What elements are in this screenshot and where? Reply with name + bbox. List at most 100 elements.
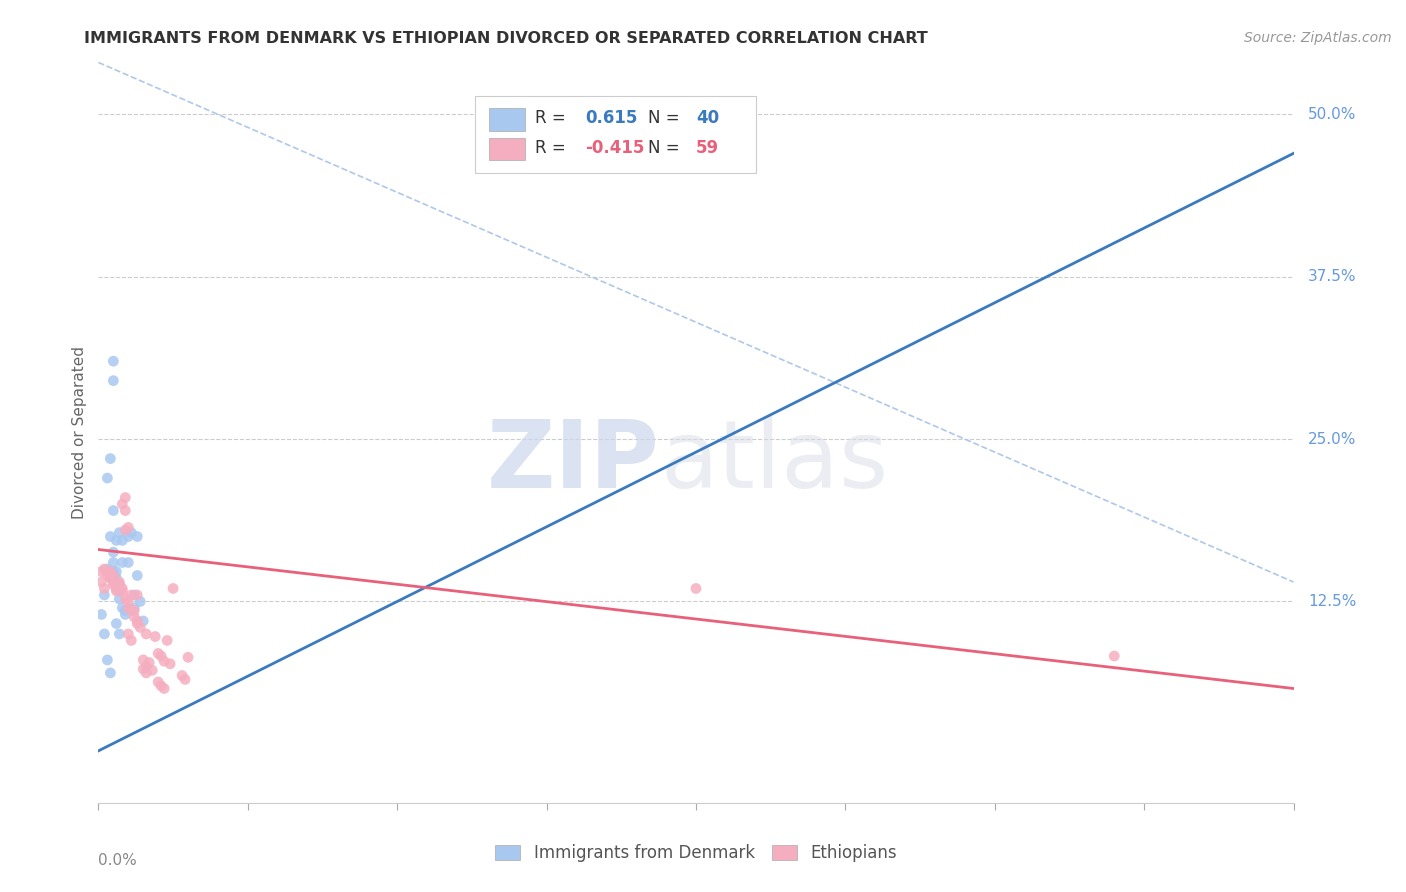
Text: -0.415: -0.415 <box>585 138 644 157</box>
Point <box>141 663 163 677</box>
Point <box>114 591 136 606</box>
Point <box>117 627 139 641</box>
Point <box>108 591 131 606</box>
Text: 50.0%: 50.0% <box>1308 107 1357 122</box>
Text: 0.615: 0.615 <box>585 109 637 127</box>
Point <box>127 614 149 628</box>
Point <box>96 568 118 582</box>
Point <box>93 582 115 596</box>
Point <box>105 565 128 579</box>
Point <box>105 582 128 596</box>
Point <box>90 565 112 579</box>
Point <box>120 633 142 648</box>
Text: N =: N = <box>648 138 685 157</box>
Text: atlas: atlas <box>661 417 889 508</box>
Point <box>98 451 122 466</box>
Point <box>103 556 125 570</box>
Point <box>153 654 176 668</box>
Point <box>127 529 149 543</box>
Legend: Immigrants from Denmark, Ethiopians: Immigrants from Denmark, Ethiopians <box>489 838 903 869</box>
Point <box>105 571 128 585</box>
Point <box>120 525 142 540</box>
Point <box>103 374 125 388</box>
Point <box>114 607 136 622</box>
Point <box>120 588 142 602</box>
Point <box>114 603 136 617</box>
Point <box>105 584 128 599</box>
Point <box>108 574 131 589</box>
Point <box>96 653 118 667</box>
Point <box>135 627 157 641</box>
Point <box>129 620 152 634</box>
Point <box>111 556 134 570</box>
Point <box>108 577 131 591</box>
Point <box>111 533 134 548</box>
Point <box>96 565 118 579</box>
Point <box>117 601 139 615</box>
Point <box>117 594 139 608</box>
Point <box>150 679 173 693</box>
Text: 40: 40 <box>696 109 718 127</box>
Text: 25.0%: 25.0% <box>1308 432 1357 447</box>
Point <box>103 354 125 368</box>
Point <box>132 653 155 667</box>
Point <box>159 657 181 671</box>
Point <box>108 582 131 596</box>
Bar <box>489 108 524 130</box>
Point <box>111 601 134 615</box>
Text: 59: 59 <box>696 138 718 157</box>
Point <box>111 582 134 596</box>
Point <box>177 650 200 665</box>
Point <box>127 568 149 582</box>
Point <box>132 662 155 676</box>
Point <box>108 584 131 599</box>
Point <box>117 529 139 543</box>
Point <box>172 668 194 682</box>
Point <box>156 633 179 648</box>
Point <box>105 582 128 596</box>
Point <box>105 616 128 631</box>
Point <box>117 520 139 534</box>
Point <box>90 607 112 622</box>
Point <box>103 545 125 559</box>
Point <box>148 647 170 661</box>
Text: Source: ZipAtlas.com: Source: ZipAtlas.com <box>1244 31 1392 45</box>
Point <box>103 577 125 591</box>
Point <box>98 565 122 579</box>
Point <box>129 594 152 608</box>
Point <box>148 675 170 690</box>
Point <box>103 503 125 517</box>
Point <box>124 610 146 624</box>
Y-axis label: Divorced or Separated: Divorced or Separated <box>72 346 87 519</box>
Point <box>103 568 125 582</box>
Point <box>138 656 160 670</box>
Text: R =: R = <box>534 109 571 127</box>
Point <box>135 659 157 673</box>
Point <box>93 588 115 602</box>
Point <box>111 584 134 599</box>
Point <box>120 603 142 617</box>
Point <box>135 665 157 680</box>
Point <box>114 491 136 505</box>
Point <box>93 562 115 576</box>
Point <box>105 533 128 548</box>
Text: R =: R = <box>534 138 571 157</box>
Text: 0.0%: 0.0% <box>98 853 138 868</box>
Point <box>93 627 115 641</box>
FancyBboxPatch shape <box>475 95 756 173</box>
Point <box>127 588 149 602</box>
Text: 37.5%: 37.5% <box>1308 269 1357 285</box>
Point <box>108 525 131 540</box>
Point <box>108 627 131 641</box>
Point <box>114 523 136 537</box>
Text: N =: N = <box>648 109 685 127</box>
Point <box>174 673 197 687</box>
Point <box>153 681 176 696</box>
Point <box>162 582 184 596</box>
Point <box>114 503 136 517</box>
Point <box>98 529 122 543</box>
Point <box>150 648 173 663</box>
Point <box>685 582 707 596</box>
Text: IMMIGRANTS FROM DENMARK VS ETHIOPIAN DIVORCED OR SEPARATED CORRELATION CHART: IMMIGRANTS FROM DENMARK VS ETHIOPIAN DIV… <box>84 31 928 46</box>
Point <box>105 577 128 591</box>
